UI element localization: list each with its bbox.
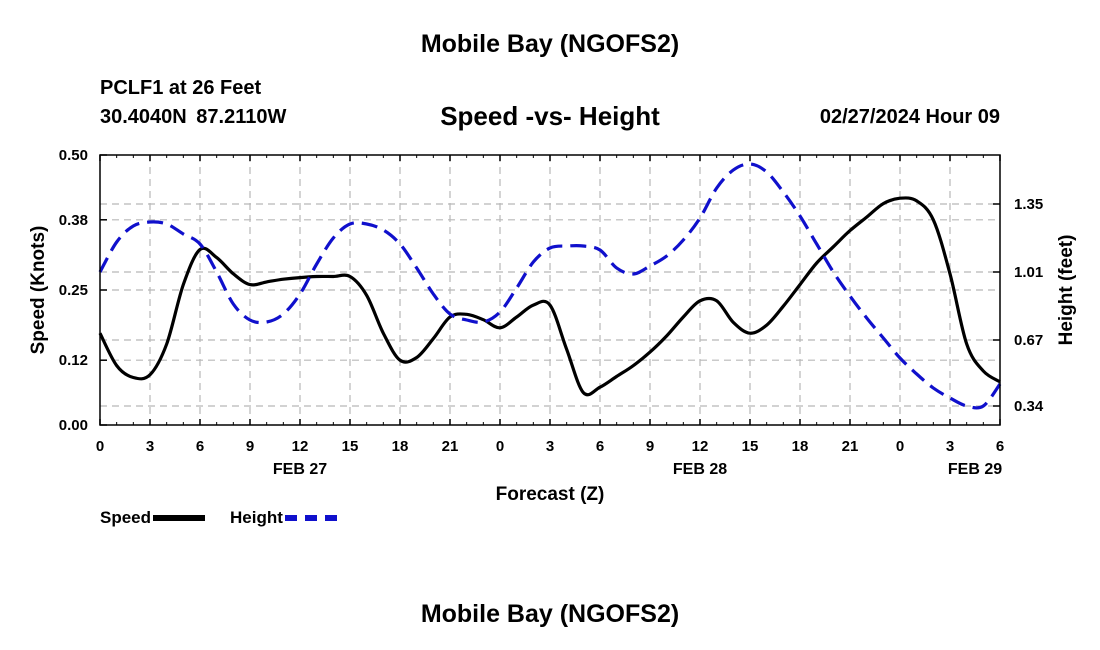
x-date-label: FEB 28 [673,461,727,478]
x-tick-label: 12 [692,438,709,455]
x-tick-label: 0 [896,438,904,455]
footer-title: Mobile Bay (NGOFS2) [420,600,680,628]
legend-height-label: Height [230,508,283,527]
x-tick-label: 0 [96,438,104,455]
legend-height: Height [230,508,337,528]
x-tick-label: 3 [146,438,154,455]
x-tick-label: 15 [342,438,359,455]
legend-speed: Speed [100,508,206,528]
y-right-tick-label: 1.01 [1014,264,1043,281]
x-tick-label: 6 [196,438,204,455]
chart-title: Mobile Bay (NGOFS2) [420,30,680,58]
y-left-tick-label: 0.38 [59,212,88,229]
x-tick-label: 21 [842,438,859,455]
chart-subtitle: Speed -vs- Height [440,101,660,131]
y-left-tick-label: 0.00 [59,417,88,434]
forecast-datetime: 02/27/2024 Hour 09 [819,106,1000,128]
x-tick-label: 9 [646,438,654,455]
y-right-tick-label: 0.34 [1014,398,1044,415]
x-tick-label: 9 [246,438,254,455]
y-left-tick-label: 0.12 [59,352,88,369]
x-tick-label: 6 [596,438,604,455]
x-tick-label: 3 [546,438,554,455]
x-tick-label: 18 [392,438,409,455]
x-date-label: FEB 27 [273,461,327,478]
coordinates-label: 30.4040N 87.2110W [100,106,287,128]
grid [100,155,1000,425]
x-date-label: FEB 29 [948,461,1002,478]
x-axis-title: Forecast (Z) [496,484,605,505]
y-left-axis-title: Speed (Knots) [28,226,49,355]
legend-speed-swatch [153,515,206,521]
y-right-tick-label: 1.35 [1014,196,1043,213]
station-label: PCLF1 at 26 Feet [100,77,262,99]
y-left-tick-label: 0.25 [59,282,88,299]
x-tick-label: 6 [996,438,1004,455]
y-right-axis-title: Height (feet) [1056,235,1077,346]
x-tick-label: 0 [496,438,504,455]
series-layer [98,162,1002,410]
axes: 0 3 6 9 12 15 18 21 0 3 6 9 12 15 18 21 0 3 6 0.00 0.12 0.25 0… [28,147,1077,505]
y-right-tick-label: 0.67 [1014,332,1043,349]
series-line-speed [98,196,1001,397]
series-line-height [98,162,1002,410]
x-tick-label: 3 [946,438,954,455]
x-tick-label: 12 [292,438,309,455]
x-tick-label: 21 [442,438,459,455]
x-tick-label: 18 [792,438,809,455]
y-left-tick-label: 0.50 [59,147,88,164]
legend-speed-label: Speed [100,508,152,527]
x-tick-label: 15 [742,438,759,455]
legend-height-swatch [284,515,337,521]
